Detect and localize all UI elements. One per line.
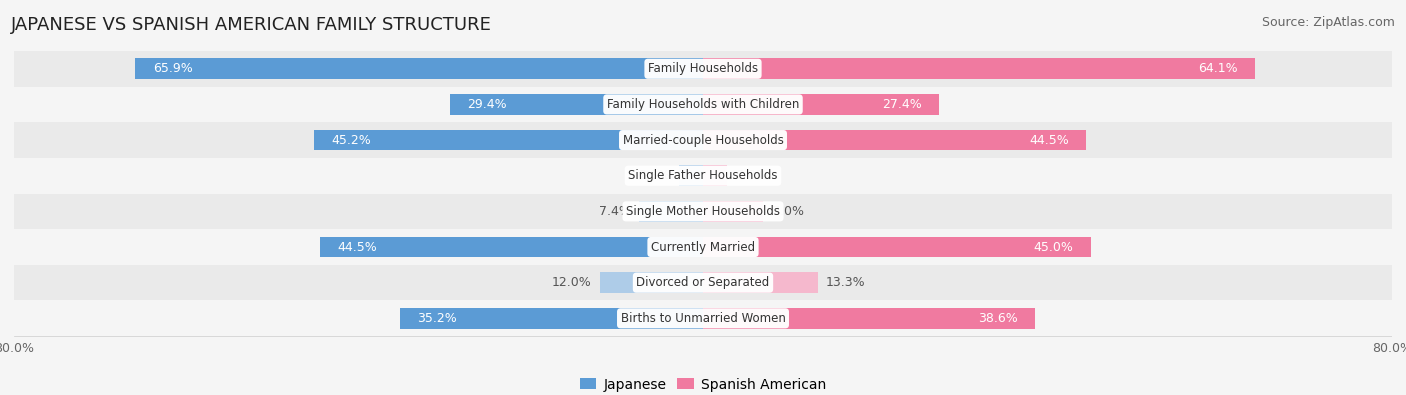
Text: Births to Unmarried Women: Births to Unmarried Women <box>620 312 786 325</box>
Text: Divorced or Separated: Divorced or Separated <box>637 276 769 289</box>
Text: 44.5%: 44.5% <box>1029 134 1069 147</box>
Bar <box>703 308 1035 329</box>
Bar <box>703 94 939 115</box>
Text: Source: ZipAtlas.com: Source: ZipAtlas.com <box>1261 16 1395 29</box>
Text: 45.2%: 45.2% <box>330 134 371 147</box>
Text: 64.1%: 64.1% <box>1198 62 1237 75</box>
Text: 7.4%: 7.4% <box>599 205 631 218</box>
Text: 38.6%: 38.6% <box>979 312 1018 325</box>
Bar <box>703 272 817 293</box>
Legend: Japanese, Spanish American: Japanese, Spanish American <box>574 372 832 395</box>
Bar <box>14 265 1392 301</box>
Text: JAPANESE VS SPANISH AMERICAN FAMILY STRUCTURE: JAPANESE VS SPANISH AMERICAN FAMILY STRU… <box>11 16 492 34</box>
Bar <box>319 237 703 258</box>
Text: 35.2%: 35.2% <box>418 312 457 325</box>
Bar <box>314 130 703 150</box>
Bar <box>450 94 703 115</box>
Bar <box>14 87 1392 122</box>
Bar <box>703 237 1091 258</box>
Bar <box>14 158 1392 194</box>
Bar <box>399 308 703 329</box>
Text: Single Father Households: Single Father Households <box>628 169 778 182</box>
Text: 45.0%: 45.0% <box>1033 241 1073 254</box>
Bar <box>679 166 703 186</box>
Bar <box>703 130 1087 150</box>
Text: Single Mother Households: Single Mother Households <box>626 205 780 218</box>
Text: 13.3%: 13.3% <box>827 276 866 289</box>
Bar <box>14 229 1392 265</box>
Text: 44.5%: 44.5% <box>337 241 377 254</box>
Bar <box>703 58 1256 79</box>
Text: 7.0%: 7.0% <box>772 205 804 218</box>
Bar <box>599 272 703 293</box>
Text: Family Households: Family Households <box>648 62 758 75</box>
Text: Currently Married: Currently Married <box>651 241 755 254</box>
Text: Married-couple Households: Married-couple Households <box>623 134 783 147</box>
Bar <box>14 301 1392 336</box>
Text: 12.0%: 12.0% <box>551 276 591 289</box>
Bar <box>135 58 703 79</box>
Text: 29.4%: 29.4% <box>467 98 506 111</box>
Text: 2.8%: 2.8% <box>638 169 671 182</box>
Text: Family Households with Children: Family Households with Children <box>607 98 799 111</box>
Text: 27.4%: 27.4% <box>882 98 922 111</box>
Bar <box>14 194 1392 229</box>
Text: 2.8%: 2.8% <box>735 169 768 182</box>
Text: 65.9%: 65.9% <box>153 62 193 75</box>
Bar <box>703 166 727 186</box>
Bar <box>14 122 1392 158</box>
Bar <box>14 51 1392 87</box>
Bar <box>640 201 703 222</box>
Bar <box>703 201 763 222</box>
